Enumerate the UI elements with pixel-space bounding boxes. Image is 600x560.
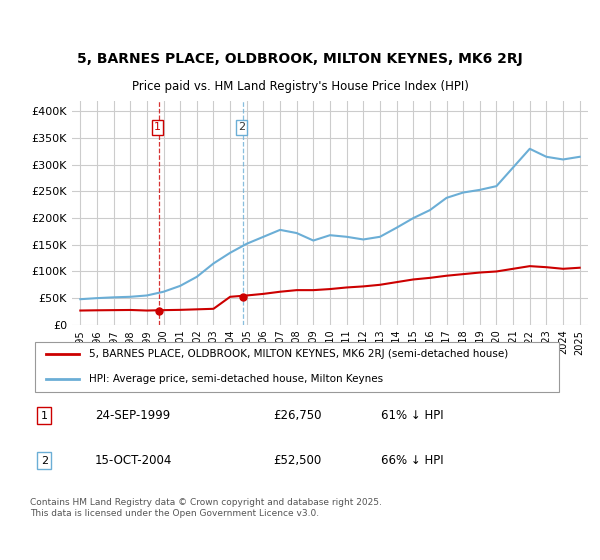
Text: Contains HM Land Registry data © Crown copyright and database right 2025.
This d: Contains HM Land Registry data © Crown c… [30, 498, 382, 518]
Text: Price paid vs. HM Land Registry's House Price Index (HPI): Price paid vs. HM Land Registry's House … [131, 80, 469, 94]
FancyBboxPatch shape [35, 342, 559, 392]
Text: 1: 1 [41, 411, 48, 421]
Text: 2: 2 [41, 455, 48, 465]
Text: 15-OCT-2004: 15-OCT-2004 [95, 454, 172, 467]
Text: £26,750: £26,750 [273, 409, 322, 422]
Text: 2: 2 [238, 123, 245, 133]
Text: HPI: Average price, semi-detached house, Milton Keynes: HPI: Average price, semi-detached house,… [89, 374, 383, 384]
Text: 66% ↓ HPI: 66% ↓ HPI [381, 454, 443, 467]
Text: 5, BARNES PLACE, OLDBROOK, MILTON KEYNES, MK6 2RJ (semi-detached house): 5, BARNES PLACE, OLDBROOK, MILTON KEYNES… [89, 349, 509, 360]
Text: 24-SEP-1999: 24-SEP-1999 [95, 409, 170, 422]
Text: 1: 1 [154, 123, 161, 133]
Text: £52,500: £52,500 [273, 454, 321, 467]
Text: 5, BARNES PLACE, OLDBROOK, MILTON KEYNES, MK6 2RJ: 5, BARNES PLACE, OLDBROOK, MILTON KEYNES… [77, 52, 523, 66]
Text: 61% ↓ HPI: 61% ↓ HPI [381, 409, 443, 422]
